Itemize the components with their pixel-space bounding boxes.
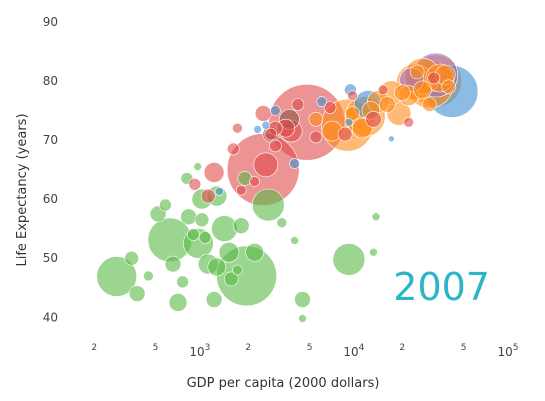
- bubble-americas-9: [344, 118, 354, 127]
- bubble-africa-18: [207, 257, 227, 277]
- bubble-europe-21: [409, 64, 425, 80]
- bubble-africa-29: [276, 217, 288, 228]
- y-tick-90: 90: [43, 15, 58, 29]
- bubble-africa-25: [194, 212, 210, 228]
- bubble-asia-24: [232, 122, 243, 134]
- x-minor-tick-20000: 2: [399, 343, 405, 353]
- y-tick-80: 80: [43, 74, 58, 88]
- bubble-europe-20: [308, 112, 324, 127]
- y-axis-title: Life Expectancy (years): [15, 113, 30, 266]
- bubble-americas-6: [215, 187, 224, 196]
- bubble-africa-19: [164, 255, 182, 273]
- bubble-americas-5: [316, 96, 328, 107]
- y-tick-40: 40: [43, 310, 58, 324]
- bubble-africa-8: [294, 291, 311, 308]
- bubble-africa-35: [298, 314, 307, 323]
- x-minor-tick-500: 5: [153, 343, 159, 353]
- y-tick-50: 50: [43, 251, 58, 265]
- bubble-africa-32: [159, 198, 172, 212]
- bubble-africa-11: [180, 208, 197, 226]
- bubble-asia-21: [427, 71, 441, 85]
- bubble-africa-37: [232, 264, 243, 276]
- bubble-africa-23: [205, 291, 223, 308]
- bubble-africa-33: [193, 162, 202, 171]
- x-major-tick-10000: 104: [343, 343, 364, 359]
- bubble-asia-19: [309, 130, 323, 144]
- bubble-europe-16: [379, 96, 396, 113]
- y-tick-70: 70: [43, 133, 58, 147]
- y-tick-labels: 40 50 60 70 80 90: [43, 15, 58, 324]
- bubble-africa-26: [187, 228, 200, 241]
- bubble-europe-17: [393, 84, 411, 101]
- x-minor-tick-200: 2: [91, 343, 97, 353]
- bubble-asia-11: [291, 98, 305, 111]
- bubble-asia-17: [264, 127, 278, 141]
- bubble-asia-20: [377, 84, 389, 96]
- bubble-asia-23: [249, 176, 260, 187]
- bubble-africa-31: [371, 212, 381, 222]
- bubble-africa-9: [168, 293, 188, 312]
- bubble-africa-28: [290, 236, 299, 245]
- bubble-americas-4: [270, 105, 281, 116]
- bubble-africa-7: [332, 243, 366, 276]
- bubble-africa-20: [124, 250, 139, 266]
- bubble-europe-22: [441, 79, 457, 95]
- bubble-layer: [96, 52, 479, 323]
- bubble-europe-15: [413, 80, 432, 100]
- bubble-asia-13: [365, 111, 382, 128]
- year-annotation: 2007: [393, 265, 490, 309]
- x-minor-tick-5000: 5: [307, 343, 313, 353]
- bubble-africa-0: [96, 256, 137, 297]
- bubble-africa-34: [176, 275, 189, 289]
- x-axis-title: GDP per capita (2000 dollars): [187, 376, 380, 391]
- bubble-asia-22: [347, 90, 358, 101]
- bubble-asia-8: [200, 188, 216, 204]
- bubble-africa-24: [223, 271, 239, 287]
- bubble-americas-3: [289, 158, 300, 169]
- bubble-africa-6: [251, 188, 285, 222]
- bubble-africa-15: [218, 242, 240, 263]
- bubble-africa-21: [128, 285, 146, 302]
- bubble-americas-8: [388, 135, 395, 143]
- bubble-asia-16: [269, 139, 282, 153]
- bubble-asia-2: [253, 152, 279, 178]
- bubble-asia-12: [337, 126, 353, 142]
- bubble-africa-22: [143, 270, 154, 282]
- bubble-asia-7: [188, 178, 202, 191]
- bubble-asia-15: [323, 101, 337, 114]
- x-minor-tick-2000: 2: [245, 343, 251, 353]
- bubble-africa-30: [369, 248, 378, 257]
- bubble-americas-10: [261, 120, 271, 130]
- bubble-asia-14: [403, 117, 415, 128]
- bubble-europe-18: [422, 97, 437, 112]
- bubble-asia-9: [227, 142, 240, 156]
- x-major-tick-100000: 105: [497, 343, 518, 359]
- x-minor-tick-50000: 5: [461, 343, 467, 353]
- x-tick-labels: 2 5 2 5 2 5 103 104 105: [91, 343, 518, 359]
- bubble-asia-18: [235, 184, 247, 196]
- bubble-asia-3: [203, 162, 225, 183]
- y-tick-60: 60: [43, 192, 58, 206]
- bubble-africa-16: [232, 217, 250, 234]
- bubble-americas-7: [253, 125, 262, 134]
- x-major-tick-1000: 103: [189, 343, 210, 359]
- bubble-asia-4: [254, 105, 272, 122]
- bubble-africa-17: [245, 243, 264, 262]
- bubble-africa-36: [198, 231, 212, 244]
